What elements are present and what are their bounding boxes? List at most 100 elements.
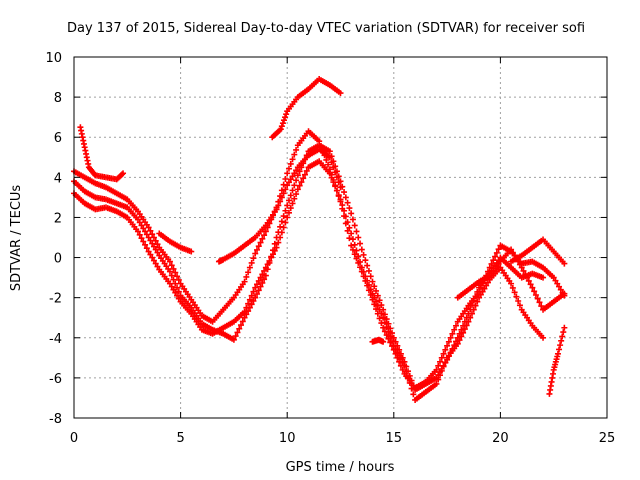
data-point [367, 273, 374, 280]
data-point [277, 126, 284, 133]
data-point [495, 246, 502, 253]
data-point [328, 159, 335, 166]
data-point [337, 196, 344, 203]
data-point [341, 189, 348, 196]
data-point [355, 253, 362, 260]
data-point [353, 247, 360, 254]
data-point [149, 240, 156, 247]
data-point [460, 329, 467, 336]
data-point [408, 385, 415, 392]
data-point [293, 191, 300, 198]
data-point [245, 269, 252, 276]
data-point [168, 283, 175, 290]
data-point [483, 282, 490, 289]
data-point [246, 296, 253, 303]
data-point [293, 167, 300, 174]
data-point [326, 148, 333, 155]
y-tick-label: 4 [54, 171, 62, 186]
data-point [440, 350, 447, 357]
data-point [380, 314, 387, 321]
data-point [166, 280, 173, 287]
data-point [152, 260, 159, 267]
data-point [369, 290, 376, 297]
data-point [561, 324, 568, 331]
data-point [243, 311, 250, 318]
data-point [374, 292, 381, 299]
data-point [257, 239, 264, 246]
plot-frame [73, 56, 608, 419]
data-point [490, 257, 497, 264]
data-point [248, 292, 255, 299]
data-point [461, 318, 468, 325]
data-point [344, 227, 351, 234]
data-point [451, 326, 458, 333]
data-point [330, 164, 337, 171]
data-point [531, 288, 538, 295]
data-point [282, 207, 289, 214]
data-point [560, 329, 567, 336]
data-point [143, 245, 150, 252]
data-point [479, 288, 486, 295]
data-point [238, 322, 245, 329]
data-point [149, 254, 156, 261]
data-point [147, 237, 154, 244]
data-point [145, 224, 152, 231]
data-point [152, 246, 159, 253]
data-point [403, 363, 410, 370]
data-point [392, 338, 399, 345]
data-point [282, 186, 289, 193]
data-point [175, 288, 182, 295]
data-point [357, 258, 364, 265]
data-point [481, 285, 488, 292]
data-point [394, 342, 401, 349]
data-point [465, 310, 472, 317]
x-tick-label: 5 [176, 431, 184, 446]
series-track-k [156, 230, 195, 255]
x-tick-label: 25 [599, 431, 616, 446]
data-point [154, 263, 161, 270]
data-point [289, 200, 296, 207]
data-point [383, 324, 390, 331]
series-track-f [77, 124, 127, 183]
data-point [257, 283, 264, 290]
data-point [298, 179, 305, 186]
data-point [236, 325, 243, 332]
data-point [285, 165, 292, 172]
data-point [449, 345, 456, 352]
data-point [145, 234, 152, 241]
data-point [365, 281, 372, 288]
data-point [493, 249, 500, 256]
data-point [387, 333, 394, 340]
data-point [458, 326, 465, 333]
x-tick-label: 0 [70, 431, 78, 446]
data-point [509, 249, 516, 256]
data-point [467, 306, 474, 313]
data-point [285, 197, 292, 204]
data-point [449, 330, 456, 337]
data-point [445, 338, 452, 345]
data-point [456, 330, 463, 337]
data-point [335, 179, 342, 186]
data-point [268, 253, 275, 260]
data-point [438, 365, 445, 372]
y-tick-label: 10 [45, 51, 62, 66]
data-point [284, 170, 291, 177]
x-axis-label: GPS time / hours [286, 460, 395, 475]
data-point [287, 176, 294, 183]
data-point [259, 235, 266, 242]
data-point [557, 286, 564, 293]
data-point [540, 274, 547, 281]
data-point [380, 338, 387, 345]
data-point [351, 251, 358, 258]
data-point [557, 342, 564, 349]
data-point [381, 319, 388, 326]
grid-lines [74, 57, 607, 418]
data-point [172, 269, 179, 276]
data-point [410, 382, 417, 389]
series-track-h [508, 236, 568, 267]
data-point [175, 276, 182, 283]
data-point [291, 151, 298, 158]
data-point [250, 255, 257, 262]
data-point [358, 246, 365, 253]
data-point [405, 368, 412, 375]
